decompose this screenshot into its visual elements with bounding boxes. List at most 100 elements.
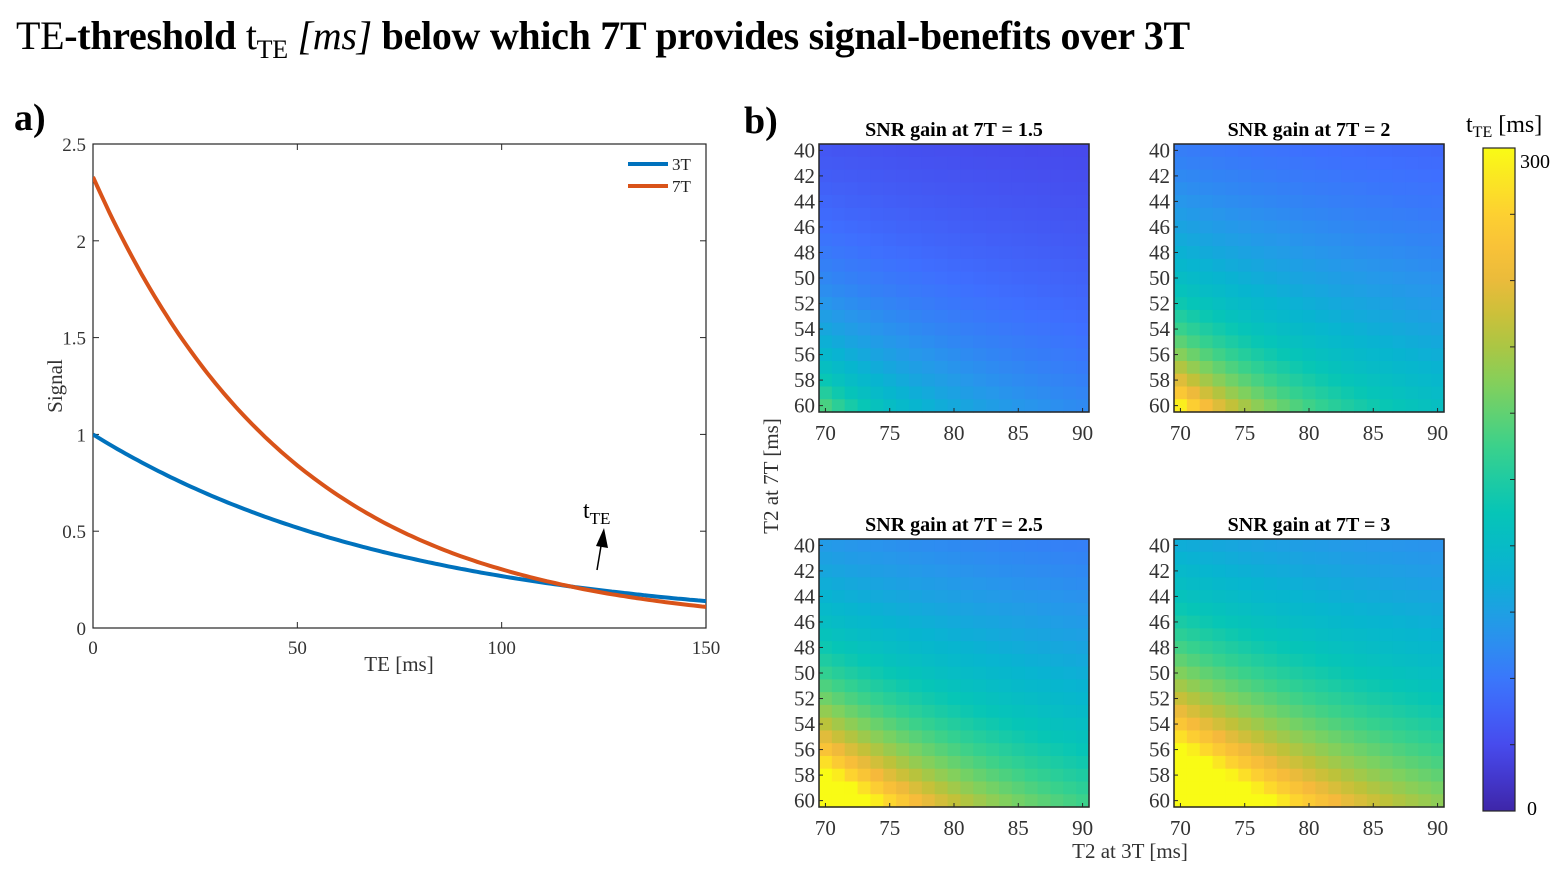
title-bold1: -threshold [64, 13, 246, 58]
y-tick-label: 0.5 [62, 522, 86, 543]
y-tick-label: 1 [77, 425, 87, 446]
heatmap-cell [1302, 156, 1317, 171]
heatmap-cell [870, 373, 884, 388]
heatmap-cell [1050, 348, 1064, 362]
heatmap-cell [986, 755, 1000, 770]
heatmap-cell [1199, 144, 1214, 158]
heatmap-cell [999, 207, 1013, 222]
heatmap-cell [1341, 590, 1355, 604]
heatmap-cell [960, 271, 974, 285]
heatmap-cell [986, 220, 1000, 234]
heatmap-cell [1418, 195, 1432, 209]
heatmap-cell [857, 539, 872, 553]
heatmap-cell [1037, 666, 1052, 680]
heatmap-cell [1302, 653, 1317, 668]
heatmap-y-tick-label: 48 [1149, 240, 1170, 264]
heatmap-cell [1011, 768, 1026, 783]
heatmap-cell [870, 743, 884, 757]
heatmap-cell [1341, 360, 1355, 375]
heatmap-cell [1328, 704, 1342, 719]
heatmap-cell [857, 246, 872, 260]
heatmap-cell [1431, 653, 1445, 668]
heatmap-cell [921, 309, 936, 324]
heatmap-cell [1379, 373, 1394, 388]
heatmap-cell [1289, 156, 1304, 171]
heatmap-cell [883, 577, 897, 591]
heatmap-cell [831, 743, 846, 757]
heatmap-cell [1264, 322, 1278, 337]
heatmap-cell [1276, 692, 1291, 706]
heatmap-cell [909, 653, 923, 668]
heatmap-cell [1037, 564, 1052, 578]
heatmap-cell [870, 399, 884, 413]
heatmap-cell [1392, 233, 1407, 247]
heatmap-cell [1405, 590, 1419, 604]
heatmap-cell [1063, 360, 1077, 375]
heatmap-cell [1328, 590, 1342, 604]
heatmap-cell [1379, 156, 1394, 171]
heatmap-cell [1418, 322, 1432, 337]
heatmap-cell [1174, 602, 1188, 617]
heatmap-cell [1024, 271, 1039, 285]
heatmap-cell [1302, 271, 1317, 285]
heatmap-cell [1199, 602, 1214, 617]
heatmap-cell [1011, 360, 1026, 375]
heatmap-cell [1050, 284, 1064, 298]
heatmap-cell [1354, 399, 1368, 413]
heatmap-cell [921, 704, 936, 719]
heatmap-cell [844, 246, 859, 260]
heatmap-cell [1050, 182, 1064, 196]
heatmap-cell [1024, 386, 1039, 400]
heatmap-cell [1315, 730, 1329, 744]
heatmap-cell [921, 233, 936, 247]
heatmap-cell [819, 602, 833, 617]
heatmap-cell [973, 641, 987, 655]
heatmap-cell [1225, 195, 1239, 209]
heatmap-cell [909, 169, 923, 183]
heatmap-cell [1251, 730, 1265, 744]
heatmap-title: SNR gain at 7T = 1.5 [865, 119, 1043, 141]
heatmap-cell [973, 399, 987, 413]
heatmap-cell [1289, 628, 1304, 642]
heatmap-cell [1289, 692, 1304, 706]
heatmap-cell [1076, 373, 1090, 388]
heatmap-cell [1315, 144, 1329, 158]
heatmap-cell [909, 271, 923, 285]
heatmap-cell [1063, 692, 1077, 706]
heatmap-cell [909, 730, 923, 744]
heatmap-cell [934, 271, 949, 285]
heatmap-cell [1251, 233, 1265, 247]
heatmap-cell [896, 246, 910, 260]
heatmap-cell [844, 590, 859, 604]
heatmap-cell [947, 144, 962, 158]
heatmap-cell [1328, 284, 1342, 298]
heatmap-cell [896, 692, 910, 706]
heatmap-cell [870, 271, 884, 285]
heatmap-cell [1302, 348, 1317, 362]
heatmap-cell [1076, 755, 1090, 770]
heatmap-cell [921, 743, 936, 757]
heatmap-cell [1011, 207, 1026, 222]
heatmap-cell [1076, 144, 1090, 158]
heatmap-x-tick-label: 80 [1299, 421, 1320, 445]
heatmap-cell [1431, 666, 1445, 680]
heatmap-cell [1341, 628, 1355, 642]
heatmap-cell [1289, 373, 1304, 388]
heatmap-cell [857, 564, 872, 578]
heatmap-cell [1366, 246, 1381, 260]
heatmap-cell [1276, 322, 1291, 337]
heatmap-cell [1431, 628, 1445, 642]
heatmap-cell [1354, 755, 1368, 770]
heatmap-cell [960, 246, 974, 260]
heatmap-cell [1418, 794, 1432, 808]
heatmap-cell [909, 704, 923, 719]
heatmap-cell [1076, 195, 1090, 209]
heatmap-cell [1379, 781, 1394, 795]
heatmap-cell [973, 144, 987, 158]
heatmap-cell [1366, 182, 1381, 196]
heatmap-cell [1212, 551, 1227, 566]
heatmap-cell [1264, 730, 1278, 744]
heatmap-cell [1431, 360, 1445, 375]
heatmap-cell [1289, 271, 1304, 285]
heatmap-cell [986, 551, 1000, 566]
